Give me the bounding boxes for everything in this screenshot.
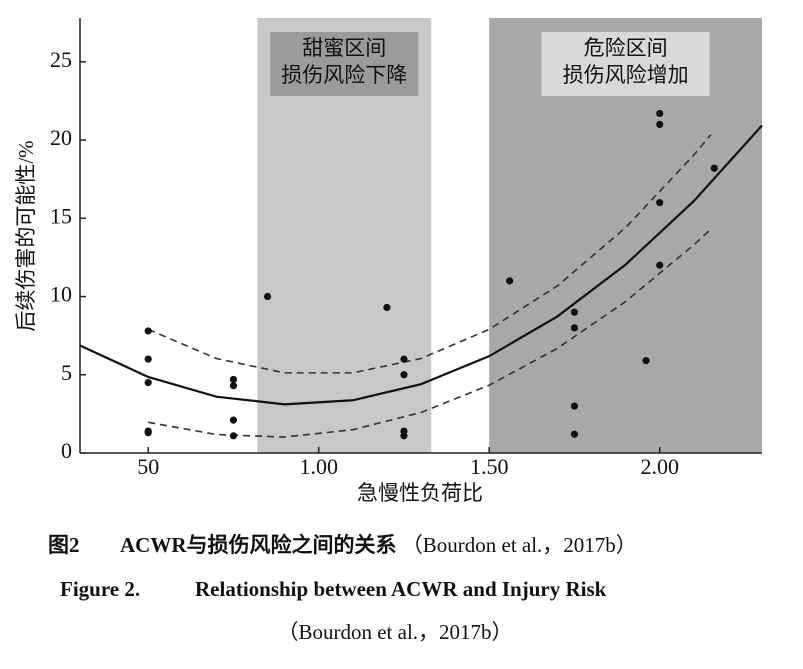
data-point (144, 378, 152, 387)
caption-cite: （Bourdon et al.，2017b） (277, 620, 512, 644)
data-point (656, 109, 664, 118)
data-point (570, 402, 579, 410)
data-point (144, 327, 152, 335)
x-tick-label: 2.00 (640, 454, 679, 479)
y-tick-label: 5 (61, 360, 72, 385)
data-point (144, 429, 152, 437)
caption-title: Relationship between ACWR and Injury Ris… (195, 577, 607, 601)
fit-curve (147, 134, 712, 374)
data-point (229, 382, 238, 390)
y-axis-label: 后续伤害的可能性/% (14, 140, 38, 331)
data-point (400, 432, 408, 440)
caption-label: Figure 2. (60, 577, 140, 601)
data-point (229, 432, 238, 440)
fit-curve (148, 228, 712, 438)
x-axis-label: 急慢性负荷比 (357, 481, 483, 505)
region-label-box (270, 32, 419, 96)
y-tick-label: 20 (50, 125, 72, 150)
data-point (400, 355, 408, 363)
data-point (229, 416, 238, 424)
data-point (400, 371, 408, 379)
fit-curve (79, 124, 763, 406)
caption-line: Figure 2. Relationship between ACWR and … (60, 577, 607, 601)
y-tick-label: 25 (50, 47, 72, 72)
region-label: 损伤风险增加 (563, 63, 689, 87)
region-label: 危险区间 (584, 36, 668, 60)
caption-line: 图2 ACWR与损伤风险之间的关系 （Bourdon et al.，2017b） (48, 533, 637, 557)
region-label: 损伤风险下降 (281, 63, 407, 87)
data-point (383, 303, 391, 312)
x-tick-label: 1.50 (470, 454, 509, 479)
data-point (229, 375, 238, 384)
y-tick-label: 0 (61, 438, 72, 463)
data-point (656, 199, 664, 207)
caption-label: 图2 (48, 533, 80, 557)
data-point (506, 277, 514, 285)
region-label: 甜蜜区间 (302, 36, 386, 60)
region-label-box (541, 32, 710, 96)
x-tick-label: 50 (137, 454, 159, 479)
data-point (642, 357, 650, 365)
data-point (263, 292, 272, 301)
data-point (656, 261, 664, 269)
x-tick-label: 1.00 (299, 454, 338, 479)
y-tick-label: 15 (50, 203, 72, 228)
data-point (144, 355, 152, 363)
data-point (570, 324, 579, 332)
caption-cite: （Bourdon et al.，2017b） (402, 533, 637, 557)
y-tick-label: 10 (50, 282, 72, 307)
data-point (710, 164, 718, 172)
data-point (656, 120, 664, 129)
data-point (570, 308, 579, 316)
caption-title: ACWR与损伤风险之间的关系 (120, 533, 397, 557)
data-point (570, 430, 579, 438)
